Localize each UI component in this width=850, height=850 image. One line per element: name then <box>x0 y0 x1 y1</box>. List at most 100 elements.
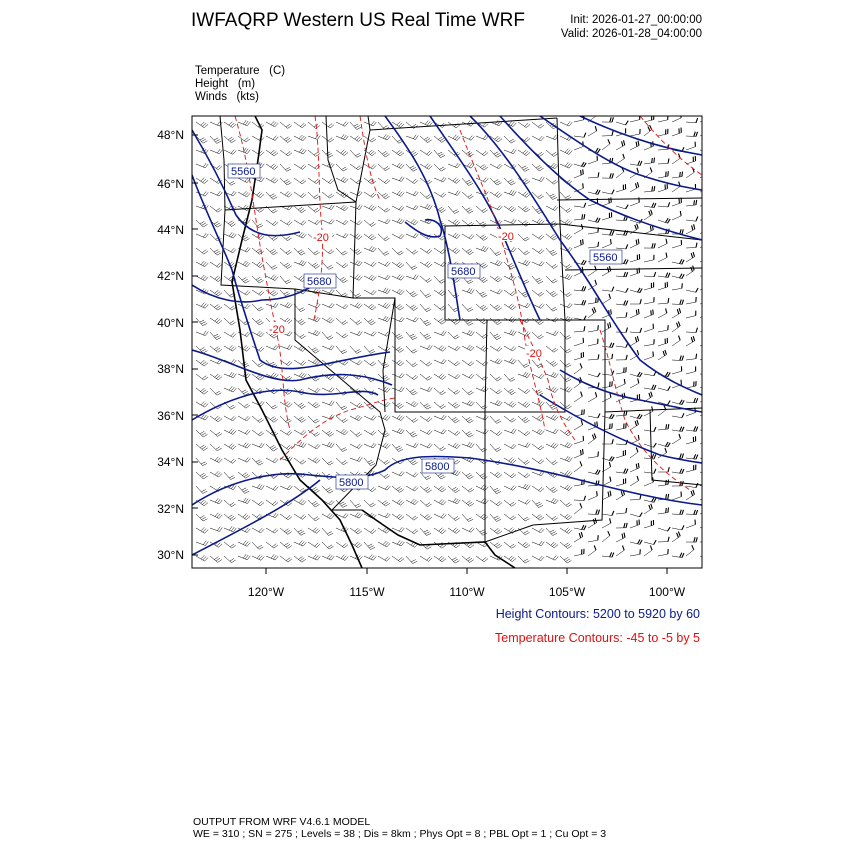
wind-barb-flag <box>552 235 557 239</box>
wind-barb-flag <box>525 260 529 265</box>
wind-barb-flag <box>454 178 459 183</box>
wind-barb-flag <box>313 516 319 520</box>
wind-barb-flag <box>398 205 403 210</box>
wind-barb-flag <box>595 189 599 195</box>
wind-barb-flag <box>664 441 669 447</box>
wind-barb-flag <box>286 402 291 407</box>
wind-barb-flag <box>395 333 401 337</box>
wind-barb-flag <box>551 362 557 366</box>
wind-barb-flag <box>525 252 530 256</box>
wind-barb <box>433 443 442 451</box>
wind-barb <box>209 471 219 478</box>
wind-barb <box>447 499 458 504</box>
wind-barb-flag <box>204 180 209 184</box>
wind-barb-flag <box>496 430 501 435</box>
wind-barb-flag <box>667 526 671 532</box>
wind-barb-flag <box>274 459 279 463</box>
wind-barb <box>643 481 654 487</box>
wind-barb <box>391 415 402 421</box>
wind-barb-flag <box>315 153 320 157</box>
wind-barb-flag <box>204 124 209 128</box>
wind-barb-flag <box>597 172 600 178</box>
wind-barb <box>671 275 682 279</box>
wind-barb <box>517 541 527 549</box>
wind-barb-flag <box>597 469 601 475</box>
wind-barb <box>223 121 233 128</box>
wind-barb <box>531 513 541 521</box>
wind-barb-flag <box>369 246 373 251</box>
wind-barb-flag <box>204 276 209 281</box>
wind-barb-flag <box>483 279 488 283</box>
wind-barb <box>517 149 527 156</box>
wind-barb-flag <box>549 403 555 407</box>
wind-barb-flag <box>426 477 432 480</box>
wind-barb <box>517 401 527 408</box>
wind-barb-flag <box>625 272 629 278</box>
wind-barb-flag <box>568 472 573 477</box>
wind-barb-flag <box>693 131 696 137</box>
wind-barb-flag <box>692 251 696 257</box>
wind-barb-flag <box>246 542 251 547</box>
longitude-axis: 120°W 115°W 110°W 105°W 100°W <box>248 585 686 599</box>
wind-barb <box>265 331 275 339</box>
wind-barb-flag <box>385 237 390 242</box>
wind-barb <box>475 289 483 298</box>
wind-barb-flag <box>564 148 569 153</box>
wind-barb-flag <box>244 429 249 434</box>
wind-barb-flag <box>246 193 251 198</box>
wind-barb-flag <box>242 345 247 350</box>
wind-barb-flag <box>552 555 557 560</box>
wind-barb-flag <box>413 516 419 521</box>
wind-barb-flag <box>636 223 639 229</box>
wind-barb-flag <box>665 371 669 377</box>
wind-barb <box>447 513 456 521</box>
wind-barb <box>615 345 626 348</box>
wind-barb-flag <box>371 138 377 143</box>
wind-barb <box>209 121 220 127</box>
wind-barb <box>685 146 696 151</box>
wind-barb-flag <box>204 304 209 309</box>
wind-barb-flag <box>438 136 443 140</box>
wind-barb-flag <box>513 149 517 154</box>
wind-barb-flag <box>285 180 291 184</box>
wind-barb-flag <box>635 463 638 469</box>
wind-barb-flag <box>329 344 333 350</box>
wind-barb-flag <box>314 387 319 392</box>
wind-barb-flag <box>229 320 235 324</box>
wind-barb <box>559 443 570 449</box>
wind-barb <box>475 303 484 311</box>
wind-barb-flag <box>400 362 405 366</box>
wind-barb <box>475 415 486 421</box>
wind-barb <box>573 440 584 445</box>
wind-barb <box>475 205 484 213</box>
wind-barb-flag <box>494 471 499 476</box>
wind-barb-flag <box>312 527 317 532</box>
wind-barb-flag <box>396 190 401 195</box>
wind-barb-flag <box>231 545 236 549</box>
wind-barb <box>349 513 360 519</box>
wind-barb-flag <box>510 247 515 252</box>
wind-barb-flag <box>396 540 401 545</box>
wind-barb-flag <box>244 303 249 308</box>
wind-barb-flag <box>441 359 445 364</box>
wind-barb <box>475 247 486 252</box>
wind-barb-flag <box>302 374 307 379</box>
wind-barb-flag <box>469 503 474 507</box>
wind-barb-flag <box>513 331 517 336</box>
wind-barb-flag <box>218 320 223 324</box>
wind-barb-flag <box>231 359 235 364</box>
wind-barb <box>209 275 219 282</box>
wind-barb <box>475 429 486 435</box>
wind-barb-flag <box>467 441 471 447</box>
wind-barb-flag <box>368 178 373 182</box>
wind-barb-flag <box>690 252 694 259</box>
wind-barb <box>307 261 316 269</box>
wind-barb-flag <box>651 384 655 390</box>
wind-barb-flag <box>368 554 373 559</box>
wind-barb <box>461 345 471 351</box>
wind-barb-flag <box>525 532 530 536</box>
wind-barb-flag <box>611 173 614 179</box>
wind-barb-flag <box>564 484 569 489</box>
wind-barb <box>237 513 247 520</box>
wind-barb-flag <box>536 514 541 518</box>
